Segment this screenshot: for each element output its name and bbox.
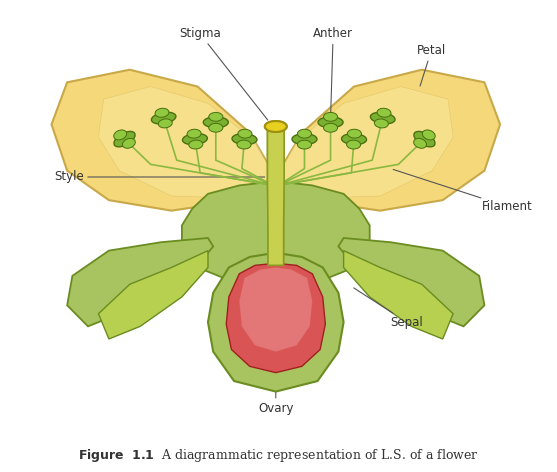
Ellipse shape <box>348 129 361 138</box>
Ellipse shape <box>155 108 169 117</box>
Ellipse shape <box>346 140 360 149</box>
Ellipse shape <box>414 131 435 147</box>
Ellipse shape <box>377 108 391 117</box>
Ellipse shape <box>114 130 126 140</box>
Ellipse shape <box>152 112 176 124</box>
Ellipse shape <box>341 134 367 144</box>
Ellipse shape <box>203 117 228 128</box>
Polygon shape <box>99 251 208 339</box>
Ellipse shape <box>158 119 172 128</box>
Ellipse shape <box>265 121 287 132</box>
Ellipse shape <box>324 112 338 121</box>
Ellipse shape <box>123 138 135 148</box>
Text: Style: Style <box>54 170 265 184</box>
Text: Filament: Filament <box>393 169 532 213</box>
Polygon shape <box>344 251 453 339</box>
Ellipse shape <box>209 123 223 132</box>
Ellipse shape <box>189 140 203 149</box>
Ellipse shape <box>292 134 317 144</box>
Ellipse shape <box>114 131 135 147</box>
Ellipse shape <box>265 121 287 132</box>
Ellipse shape <box>422 130 435 140</box>
Polygon shape <box>182 181 370 282</box>
Polygon shape <box>51 70 500 211</box>
Polygon shape <box>267 131 284 263</box>
Ellipse shape <box>232 134 257 144</box>
Text: Sepal: Sepal <box>354 288 423 329</box>
Text: Stigma: Stigma <box>179 27 268 120</box>
Ellipse shape <box>324 123 338 132</box>
Ellipse shape <box>209 112 223 121</box>
Polygon shape <box>67 238 213 326</box>
Text: $\bf{Figure\ \ 1.1}$  A diagrammatic representation of L.S. of a flower: $\bf{Figure\ \ 1.1}$ A diagrammatic repr… <box>78 447 479 464</box>
Ellipse shape <box>237 140 251 149</box>
Polygon shape <box>99 86 453 198</box>
Polygon shape <box>226 263 325 373</box>
Text: Ovary: Ovary <box>258 348 294 415</box>
Ellipse shape <box>318 117 343 128</box>
Ellipse shape <box>297 129 311 138</box>
Text: Anther: Anther <box>313 27 353 115</box>
Ellipse shape <box>374 119 388 128</box>
Ellipse shape <box>187 129 201 138</box>
Text: Petal: Petal <box>417 44 446 86</box>
Polygon shape <box>338 238 485 326</box>
Ellipse shape <box>183 134 207 145</box>
Ellipse shape <box>297 140 311 149</box>
Ellipse shape <box>414 138 427 148</box>
Ellipse shape <box>370 112 395 124</box>
Ellipse shape <box>238 129 252 138</box>
Polygon shape <box>267 128 284 265</box>
Polygon shape <box>240 268 312 352</box>
Polygon shape <box>208 253 344 392</box>
